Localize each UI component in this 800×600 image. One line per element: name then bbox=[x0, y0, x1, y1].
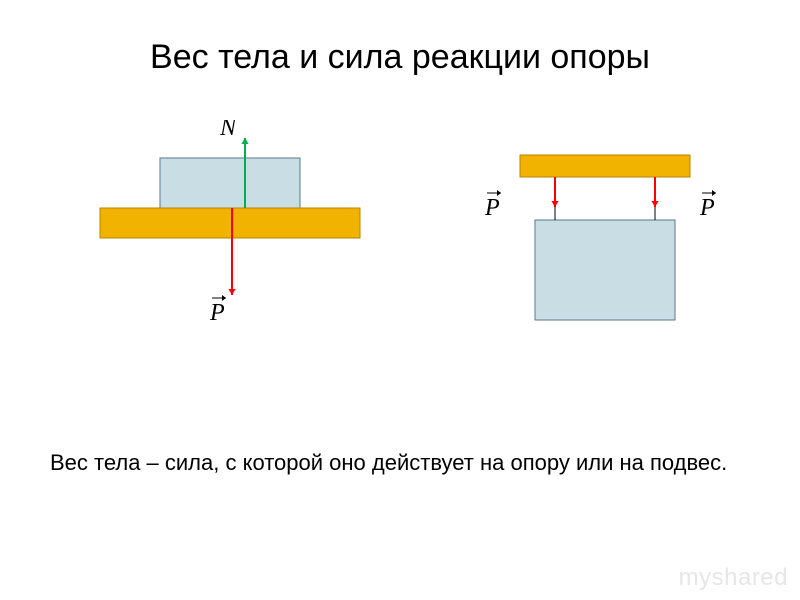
p1-label: P bbox=[484, 190, 501, 221]
p2-label: P bbox=[699, 190, 716, 221]
watermark: myshared bbox=[679, 564, 788, 592]
svg-text:N: N bbox=[219, 120, 238, 141]
left-support bbox=[100, 208, 360, 238]
svg-text:P: P bbox=[484, 195, 500, 221]
n-label: N bbox=[219, 120, 238, 141]
right-diagram: PP bbox=[440, 145, 760, 365]
left-block bbox=[160, 158, 300, 208]
p1-arrow bbox=[551, 177, 558, 207]
right-support bbox=[520, 155, 690, 177]
left-diagram: NP bbox=[70, 120, 370, 340]
svg-text:P: P bbox=[209, 300, 225, 326]
p2-arrow bbox=[651, 177, 658, 207]
right-block bbox=[535, 220, 675, 320]
svg-text:P: P bbox=[699, 195, 715, 221]
page-title: Вес тела и сила реакции опоры bbox=[0, 38, 800, 77]
p-label: P bbox=[209, 295, 226, 326]
caption-text: Вес тела – сила, с которой оно действует… bbox=[50, 450, 750, 476]
